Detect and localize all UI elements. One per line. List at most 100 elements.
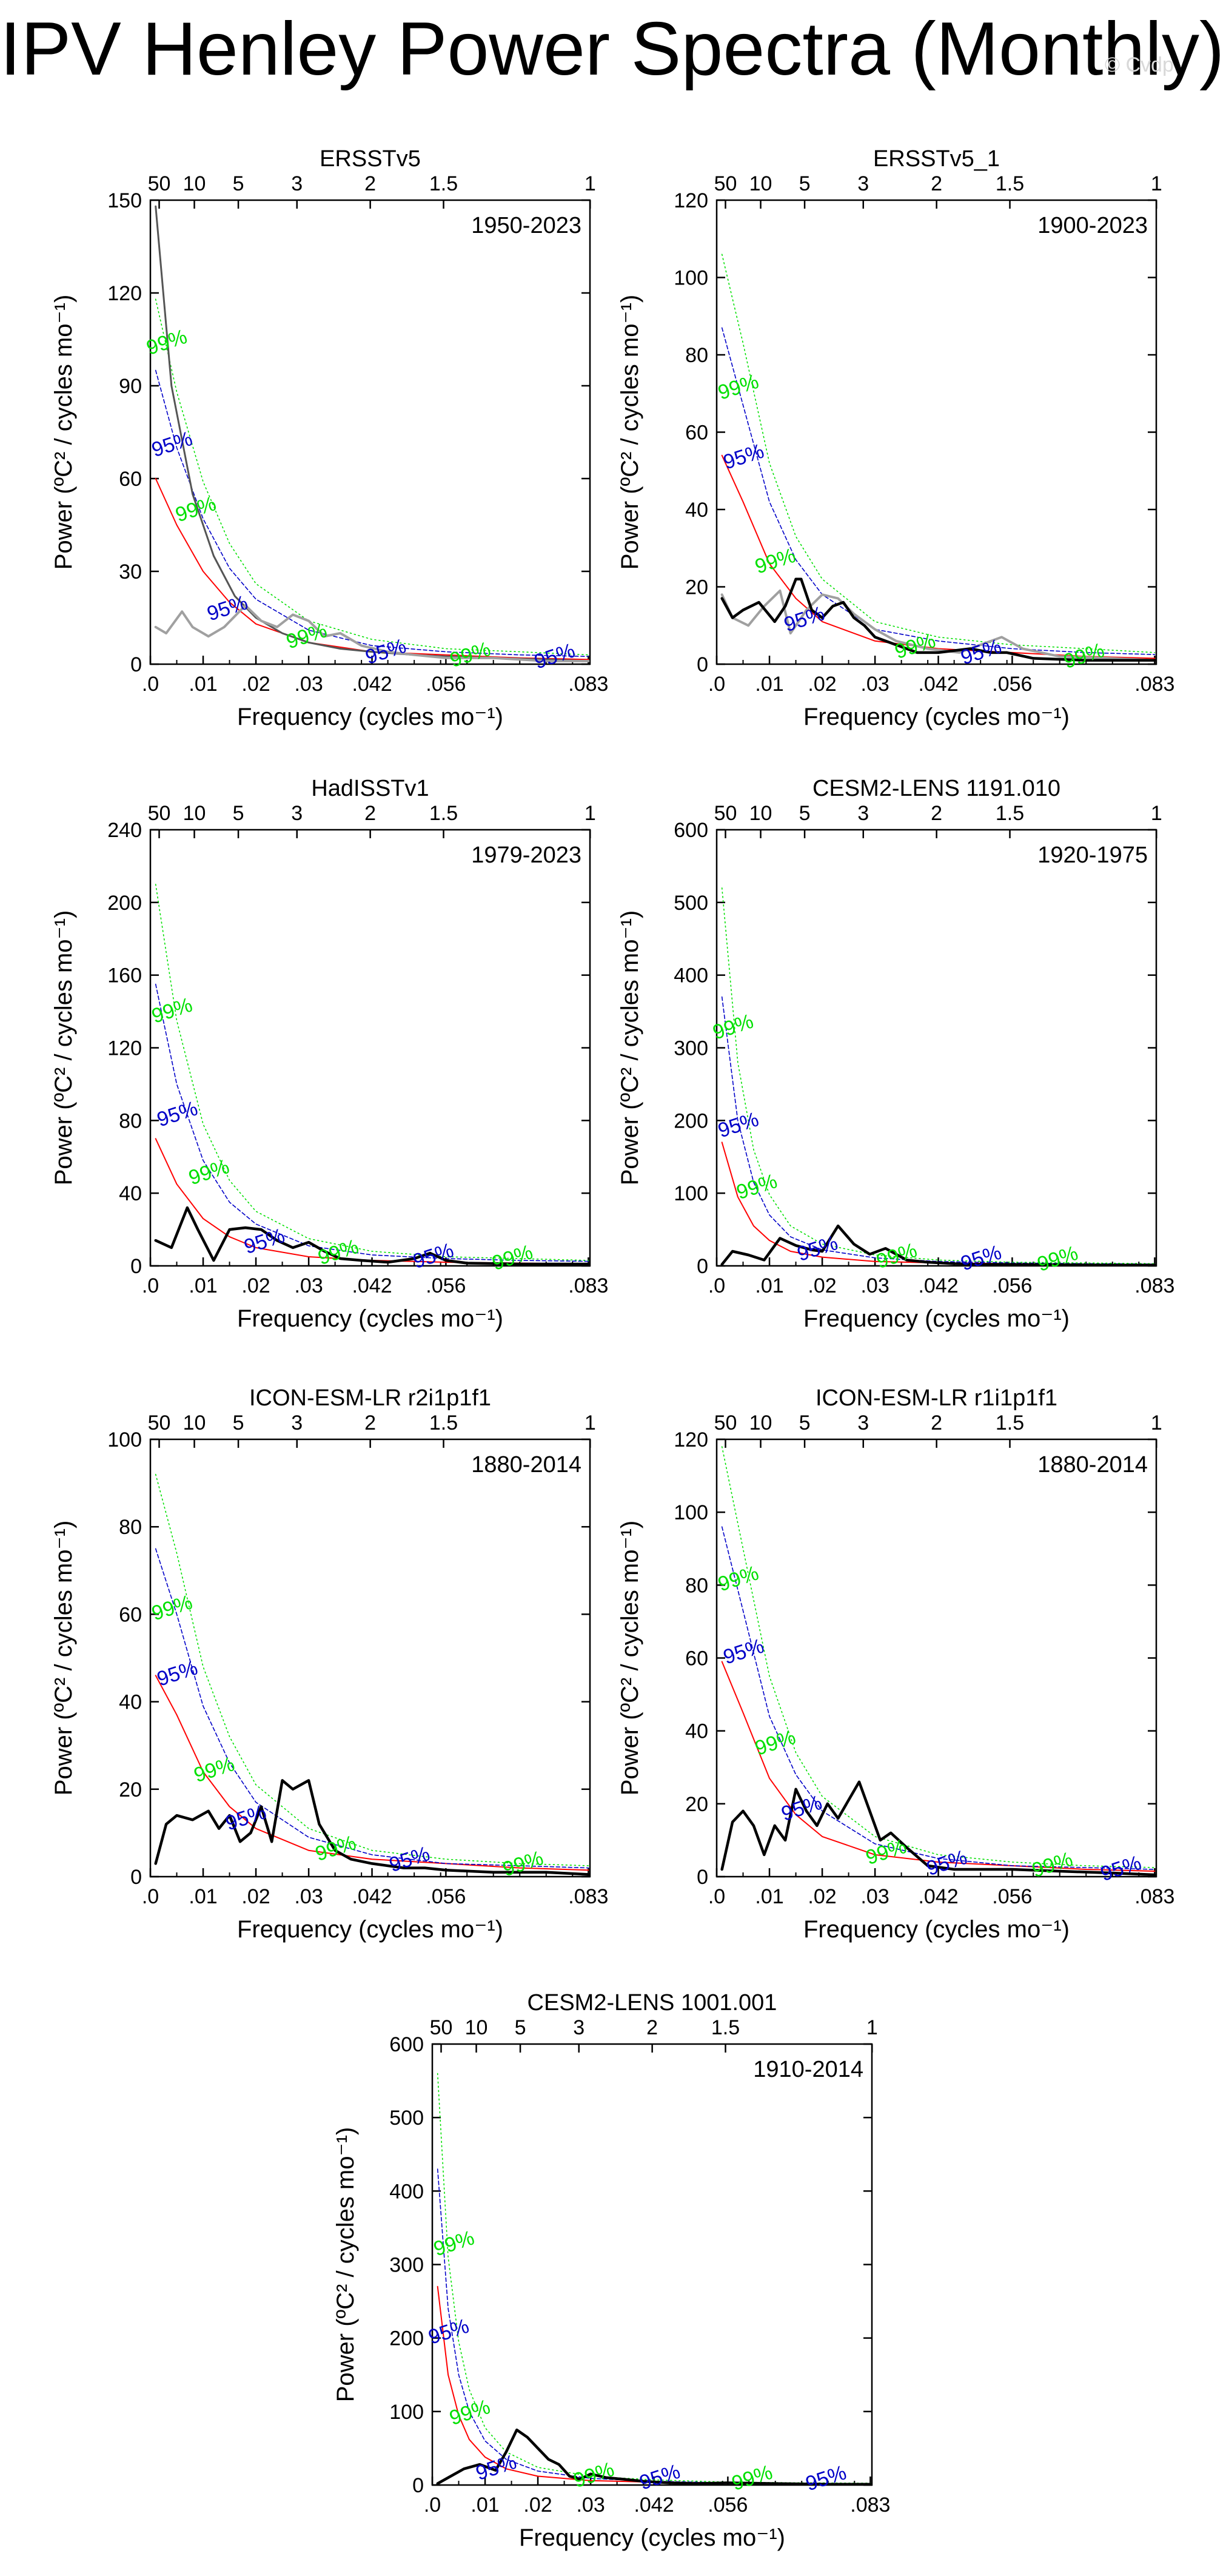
y-tick-label: 30 bbox=[119, 560, 142, 583]
period-tick-label: 2 bbox=[364, 1411, 376, 1434]
x-tick-label: .01 bbox=[189, 673, 217, 696]
y-tick-label: 40 bbox=[119, 1691, 142, 1714]
plot-frame bbox=[149, 829, 591, 1267]
chart-title: ERSSTv5 bbox=[320, 146, 421, 172]
x-tick-label: .083 bbox=[568, 673, 608, 696]
period-tick-label: 1 bbox=[1151, 172, 1162, 195]
ci99-annotation: 99% bbox=[489, 1240, 535, 1275]
y-tick-label: 20 bbox=[119, 1778, 142, 1801]
ci95-annotation: 95% bbox=[779, 1791, 825, 1826]
y-axis-label: Power (ºC² / cycles mo⁻¹) bbox=[617, 295, 643, 570]
y-tick-label: 40 bbox=[119, 1182, 142, 1205]
ci95-line bbox=[155, 1548, 589, 1869]
x-tick-label: .042 bbox=[918, 1274, 958, 1297]
spectrum-line bbox=[154, 604, 590, 662]
y-tick-label: 80 bbox=[685, 1574, 708, 1597]
x-tick-label: .01 bbox=[755, 1885, 783, 1908]
x-tick-label: .083 bbox=[1134, 673, 1174, 696]
y-tick-label: 60 bbox=[685, 422, 708, 445]
red-noise-line bbox=[155, 1675, 589, 1871]
ci99-annotation: 99% bbox=[752, 544, 798, 579]
y-tick-label: 600 bbox=[674, 819, 708, 842]
ci95-line bbox=[155, 983, 589, 1262]
period-tick-label: 1 bbox=[1151, 802, 1162, 825]
chart-title: ERSSTv5_1 bbox=[873, 146, 1000, 172]
period-label: 1910-2014 bbox=[753, 2057, 863, 2082]
y-tick-label: 0 bbox=[697, 653, 708, 676]
chart-title: ICON-ESM-LR r2i1p1f1 bbox=[249, 1385, 491, 1411]
x-tick-label: .02 bbox=[241, 673, 270, 696]
y-tick-label: 20 bbox=[685, 1793, 708, 1816]
y-tick-label: 0 bbox=[130, 653, 142, 676]
ci99-line bbox=[155, 884, 589, 1261]
x-tick-label: .03 bbox=[294, 673, 323, 696]
period-tick-label: 1.5 bbox=[996, 172, 1024, 195]
period-label: 1950-2023 bbox=[471, 213, 581, 238]
chart-title: CESM2-LENS 1001.001 bbox=[528, 1990, 777, 2016]
x-tick-label: .042 bbox=[918, 1885, 958, 1908]
ci99-annotation: 99% bbox=[715, 370, 762, 405]
period-tick-label: 1 bbox=[1151, 1411, 1162, 1434]
x-tick-label: .056 bbox=[992, 673, 1032, 696]
period-label: 1880-2014 bbox=[471, 1452, 581, 1478]
y-tick-label: 20 bbox=[685, 576, 708, 599]
plot-frame bbox=[149, 199, 591, 665]
x-tick-label: .03 bbox=[860, 1274, 889, 1297]
x-tick-label: .01 bbox=[471, 2494, 499, 2517]
plot-frame bbox=[715, 199, 1157, 665]
x-tick-label: .042 bbox=[634, 2494, 674, 2517]
y-tick-label: 120 bbox=[107, 282, 142, 305]
ci95-annotation: 95% bbox=[923, 1846, 970, 1880]
ci95-annotation: 95% bbox=[204, 591, 250, 625]
y-tick-label: 300 bbox=[389, 2254, 424, 2277]
y-tick-label: 200 bbox=[674, 1109, 708, 1132]
y-tick-label: 150 bbox=[107, 189, 142, 212]
y-tick-label: 0 bbox=[412, 2474, 424, 2497]
period-tick-label: 50 bbox=[430, 2016, 453, 2039]
chart-title: HadISSTv1 bbox=[311, 776, 429, 801]
period-tick-label: 5 bbox=[233, 172, 244, 195]
ci95-annotation: 95% bbox=[410, 1239, 456, 1273]
period-tick-label: 5 bbox=[515, 2016, 526, 2039]
period-tick-label: 50 bbox=[714, 172, 737, 195]
x-axis-label: Frequency (cycles mo⁻¹) bbox=[519, 2524, 785, 2551]
period-tick-label: 1 bbox=[585, 172, 596, 195]
ci99-annotation: 99% bbox=[892, 629, 938, 664]
ci99-line bbox=[721, 887, 1156, 1265]
period-tick-label: 1.5 bbox=[429, 172, 458, 195]
period-tick-label: 1.5 bbox=[711, 2016, 740, 2039]
y-tick-label: 600 bbox=[389, 2033, 424, 2056]
period-tick-label: 2 bbox=[931, 802, 942, 825]
period-tick-label: 3 bbox=[291, 802, 303, 825]
spectrum-line bbox=[720, 577, 1156, 662]
x-tick-label: .03 bbox=[860, 673, 889, 696]
ci99-annotation: 99% bbox=[1034, 1242, 1080, 1276]
x-tick-label: .02 bbox=[523, 2494, 552, 2517]
x-tick-label: .02 bbox=[241, 1274, 270, 1297]
x-tick-label: .056 bbox=[426, 673, 466, 696]
x-tick-label: .01 bbox=[189, 1885, 217, 1908]
y-axis-label: Power (ºC² / cycles mo⁻¹) bbox=[50, 295, 77, 570]
ci99-annotation: 99% bbox=[447, 2395, 493, 2430]
x-tick-label: .03 bbox=[860, 1885, 889, 1908]
ci99-annotation: 99% bbox=[729, 2461, 775, 2495]
spectrum-line bbox=[154, 1206, 590, 1266]
period-tick-label: 2 bbox=[364, 172, 376, 195]
period-tick-label: 2 bbox=[646, 2016, 658, 2039]
x-tick-label: .083 bbox=[568, 1274, 608, 1297]
period-tick-label: 10 bbox=[183, 172, 206, 195]
ci95-annotation: 95% bbox=[715, 1108, 762, 1142]
period-tick-label: 2 bbox=[364, 802, 376, 825]
red-noise-line bbox=[721, 1661, 1156, 1872]
x-tick-label: .042 bbox=[918, 673, 958, 696]
ci95-annotation: 95% bbox=[223, 1800, 269, 1835]
ci99-annotation: 99% bbox=[283, 619, 329, 653]
y-tick-label: 80 bbox=[119, 1109, 142, 1132]
ci95-annotation: 95% bbox=[637, 2460, 683, 2495]
plot-frame bbox=[715, 829, 1157, 1267]
period-tick-label: 10 bbox=[465, 2016, 488, 2039]
x-tick-label: .056 bbox=[426, 1274, 466, 1297]
